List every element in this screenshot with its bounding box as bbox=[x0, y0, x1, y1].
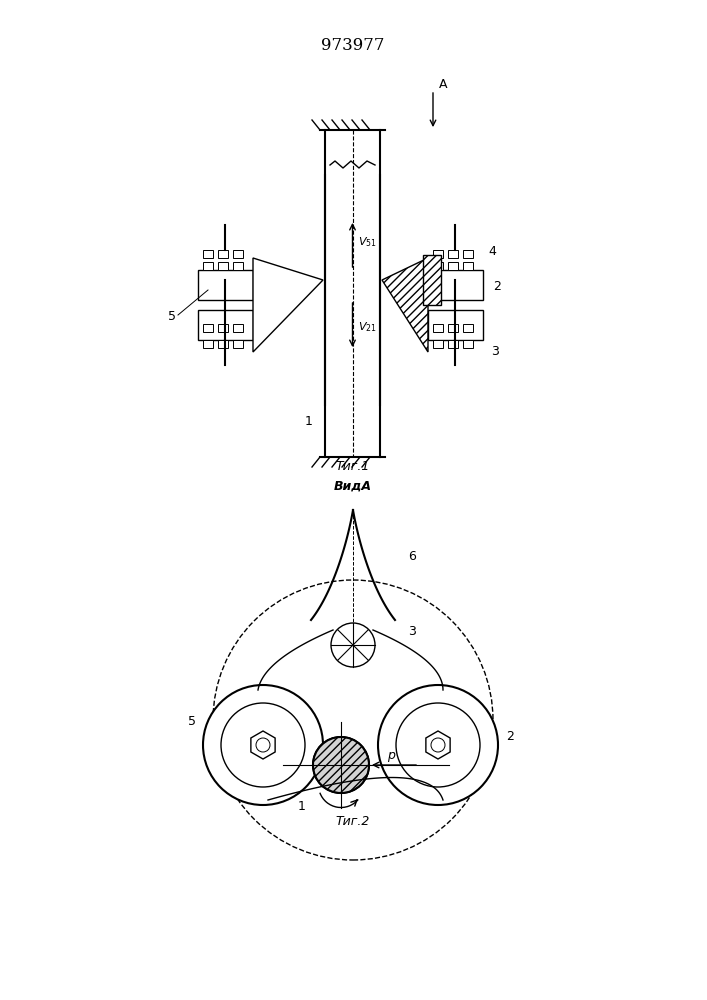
Text: 5: 5 bbox=[168, 310, 176, 323]
Text: 2: 2 bbox=[493, 280, 501, 293]
Text: ВидA: ВидA bbox=[334, 480, 372, 493]
Polygon shape bbox=[253, 258, 323, 352]
Circle shape bbox=[396, 703, 480, 787]
Circle shape bbox=[313, 737, 369, 793]
Circle shape bbox=[431, 738, 445, 752]
Bar bbox=[198, 270, 253, 300]
Polygon shape bbox=[382, 258, 428, 352]
Text: 3: 3 bbox=[491, 345, 499, 358]
Bar bbox=[218, 340, 228, 348]
Bar bbox=[463, 250, 473, 258]
Bar bbox=[448, 250, 458, 258]
Text: 3: 3 bbox=[408, 625, 416, 638]
Circle shape bbox=[203, 685, 323, 805]
Text: 6: 6 bbox=[408, 550, 416, 563]
Text: Τиг.1: Τиг.1 bbox=[336, 460, 370, 473]
Bar bbox=[233, 250, 243, 258]
Polygon shape bbox=[426, 731, 450, 759]
Bar bbox=[198, 310, 253, 340]
Bar bbox=[423, 255, 441, 305]
Bar bbox=[433, 250, 443, 258]
Text: 2: 2 bbox=[506, 730, 514, 743]
Bar bbox=[218, 324, 228, 332]
Bar bbox=[218, 250, 228, 258]
Bar bbox=[233, 340, 243, 348]
Bar bbox=[448, 324, 458, 332]
Bar bbox=[233, 262, 243, 270]
Bar bbox=[203, 250, 213, 258]
Bar bbox=[428, 270, 483, 300]
Bar bbox=[463, 340, 473, 348]
Bar bbox=[433, 262, 443, 270]
Text: A: A bbox=[439, 78, 448, 91]
Bar bbox=[433, 340, 443, 348]
Circle shape bbox=[378, 685, 498, 805]
Bar bbox=[203, 262, 213, 270]
Bar bbox=[448, 340, 458, 348]
Text: 1: 1 bbox=[298, 800, 306, 813]
Bar bbox=[463, 262, 473, 270]
Text: 4: 4 bbox=[488, 245, 496, 258]
Bar bbox=[463, 324, 473, 332]
Text: 973977: 973977 bbox=[321, 36, 385, 53]
Circle shape bbox=[256, 738, 270, 752]
Bar bbox=[203, 324, 213, 332]
Bar bbox=[218, 262, 228, 270]
Bar bbox=[233, 324, 243, 332]
Text: $V_{21}$: $V_{21}$ bbox=[358, 320, 376, 334]
Circle shape bbox=[221, 703, 305, 787]
Bar bbox=[433, 324, 443, 332]
Text: 1: 1 bbox=[305, 415, 313, 428]
Text: $V_{51}$: $V_{51}$ bbox=[358, 235, 376, 249]
Bar bbox=[448, 262, 458, 270]
Bar bbox=[428, 310, 483, 340]
Circle shape bbox=[331, 623, 375, 667]
Polygon shape bbox=[251, 731, 275, 759]
Text: 5: 5 bbox=[188, 715, 196, 728]
Text: p: p bbox=[387, 749, 395, 762]
Bar bbox=[203, 340, 213, 348]
Text: Τиг.2: Τиг.2 bbox=[336, 815, 370, 828]
Circle shape bbox=[313, 737, 369, 793]
